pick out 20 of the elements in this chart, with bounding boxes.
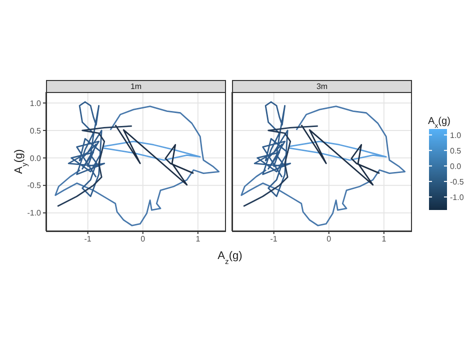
color-bar-title: A$_{x}$(g): [428, 116, 450, 130]
y-tick-label: 1.0: [30, 98, 42, 108]
y-tick-label: 0.5: [30, 126, 42, 136]
color-bar-label: 1.0: [450, 130, 462, 140]
color-bar-label: -1.0: [450, 192, 464, 202]
x-tick-label: 1: [196, 234, 201, 244]
y-tick-label: -1.0: [27, 208, 42, 218]
y-tick-label: 0.0: [30, 154, 42, 163]
x-tick-label: 0: [326, 234, 332, 244]
chart-title: 3m: [232, 80, 412, 93]
x-axis-title: A$_{z}$(g): [218, 250, 242, 266]
color-bar-label: 0.5: [450, 146, 462, 156]
x-tick-label: -1: [270, 234, 278, 244]
color-bar-label: 0.0: [450, 162, 462, 171]
x-tick-label: -1: [84, 234, 92, 244]
x-tick-label: 1: [382, 234, 387, 244]
x-tick-label: 0: [140, 234, 146, 244]
chart-title: 1m: [46, 80, 226, 93]
y-tick-label: -0.5: [27, 181, 42, 190]
color-bar-label: -0.5: [450, 177, 464, 186]
